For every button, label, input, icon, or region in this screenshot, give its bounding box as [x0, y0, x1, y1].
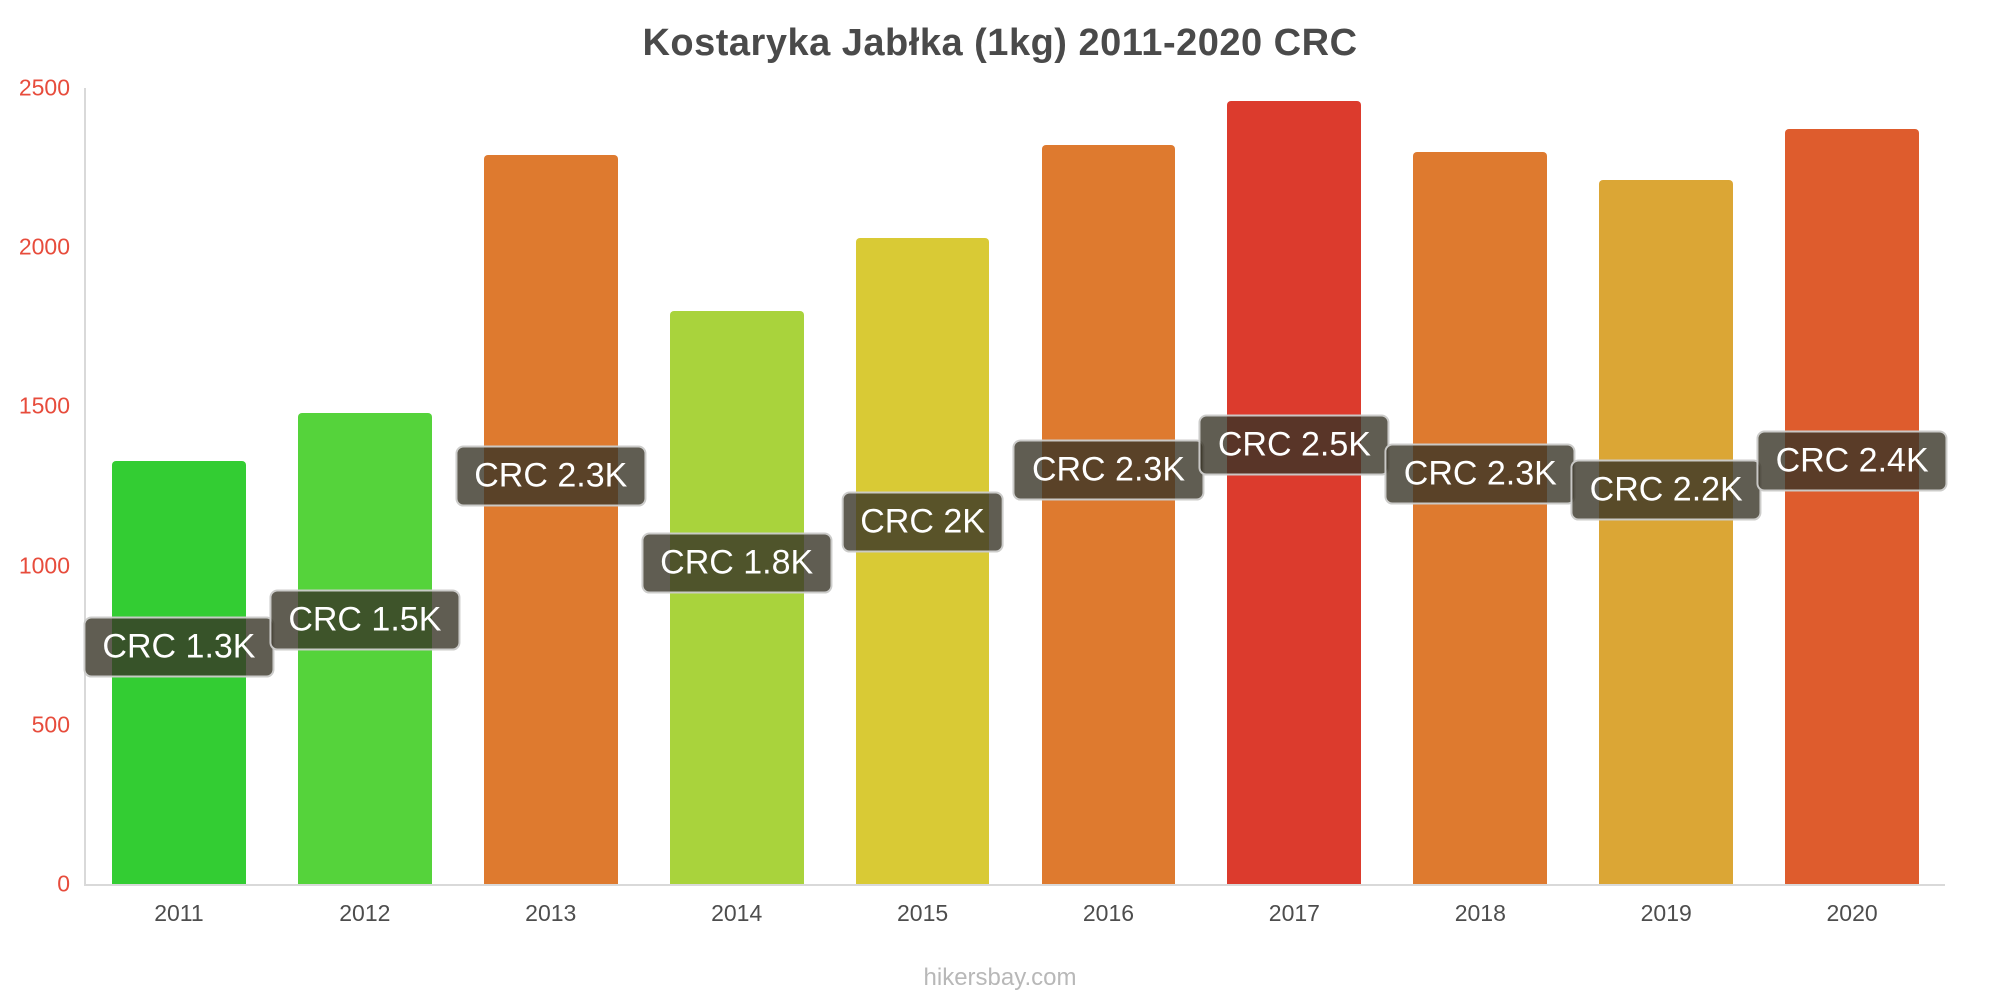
x-tick-2020: 2020 [1826, 900, 1878, 926]
x-tick-2013: 2013 [525, 900, 577, 926]
bar-2018 [1413, 151, 1548, 884]
bar-2019 [1599, 180, 1734, 884]
bar-2015 [855, 237, 990, 884]
value-label-2013: CRC 2.3K [455, 445, 647, 507]
x-tick-2019: 2019 [1640, 900, 1692, 926]
x-tick-2016: 2016 [1082, 900, 1135, 926]
value-label-2012: CRC 1.5K [269, 589, 461, 651]
bar-slot-2013: CRC 2.3K 2013 [455, 88, 647, 926]
x-tick-2018: 2018 [1454, 900, 1506, 926]
y-axis: 0 500 1000 1500 2000 2500 [2, 75, 86, 897]
bar-2017 [1227, 100, 1362, 884]
plot-area: 0 500 1000 1500 2000 2500 CRC 1.3K 2011 CRC 1.5… [19, 75, 1948, 926]
x-tick-2014: 2014 [711, 900, 763, 926]
bar-slot-2018: CRC 2.3K 2018 [1384, 88, 1576, 926]
chart-title: Kostaryka Jabłka (1kg) 2011-2020 CRC [642, 22, 1358, 64]
value-label-2011: CRC 1.3K [83, 616, 275, 678]
value-label-2020: CRC 2.4K [1756, 430, 1948, 492]
bar-2020 [1785, 129, 1920, 884]
value-label-2016: CRC 2.3K [1012, 439, 1205, 501]
x-tick-2011: 2011 [154, 900, 204, 926]
value-label-2015: CRC 2K [841, 491, 1004, 553]
y-tick-1000: 1000 [18, 552, 70, 579]
x-tick-2017: 2017 [1268, 900, 1320, 926]
bar-slot-2016: CRC 2.3K 2016 [1012, 88, 1205, 926]
y-tick-0: 0 [57, 870, 70, 897]
x-tick-2015: 2015 [896, 900, 949, 926]
value-label-2018: CRC 2.3K [1384, 443, 1576, 505]
bar-2014 [669, 310, 804, 884]
value-label-2017: CRC 2.5K [1198, 414, 1390, 476]
y-tick-2500: 2500 [18, 74, 70, 101]
bar-2013 [483, 154, 618, 884]
value-label-2019: CRC 2.2K [1570, 459, 1762, 521]
x-tick-2012: 2012 [339, 900, 391, 926]
bars: CRC 1.3K 2011 CRC 1.5K 2012 CRC 2.3K 2013 CRC … [83, 88, 1948, 926]
bar-slot-2020: CRC 2.4K 2020 [1756, 88, 1948, 926]
bar-slot-2015: CRC 2K 2015 [830, 88, 1016, 926]
y-tick-2000: 2000 [18, 233, 70, 260]
bar-slot-2012: CRC 1.5K 2012 [269, 88, 461, 926]
y-tick-500: 500 [31, 711, 70, 738]
bar-2016 [1041, 145, 1176, 884]
bar-slot-2019: CRC 2.2K 2019 [1570, 88, 1762, 926]
bar-slot-2017: CRC 2.5K 2017 [1198, 88, 1390, 926]
y-tick-1500: 1500 [18, 392, 70, 419]
watermark: hikersbay.com [923, 964, 1077, 991]
bar-slot-2014: CRC 1.8K 2014 [641, 88, 833, 926]
value-label-2014: CRC 1.8K [641, 532, 833, 594]
bar-slot-2011: CRC 1.3K 2011 [83, 88, 275, 926]
